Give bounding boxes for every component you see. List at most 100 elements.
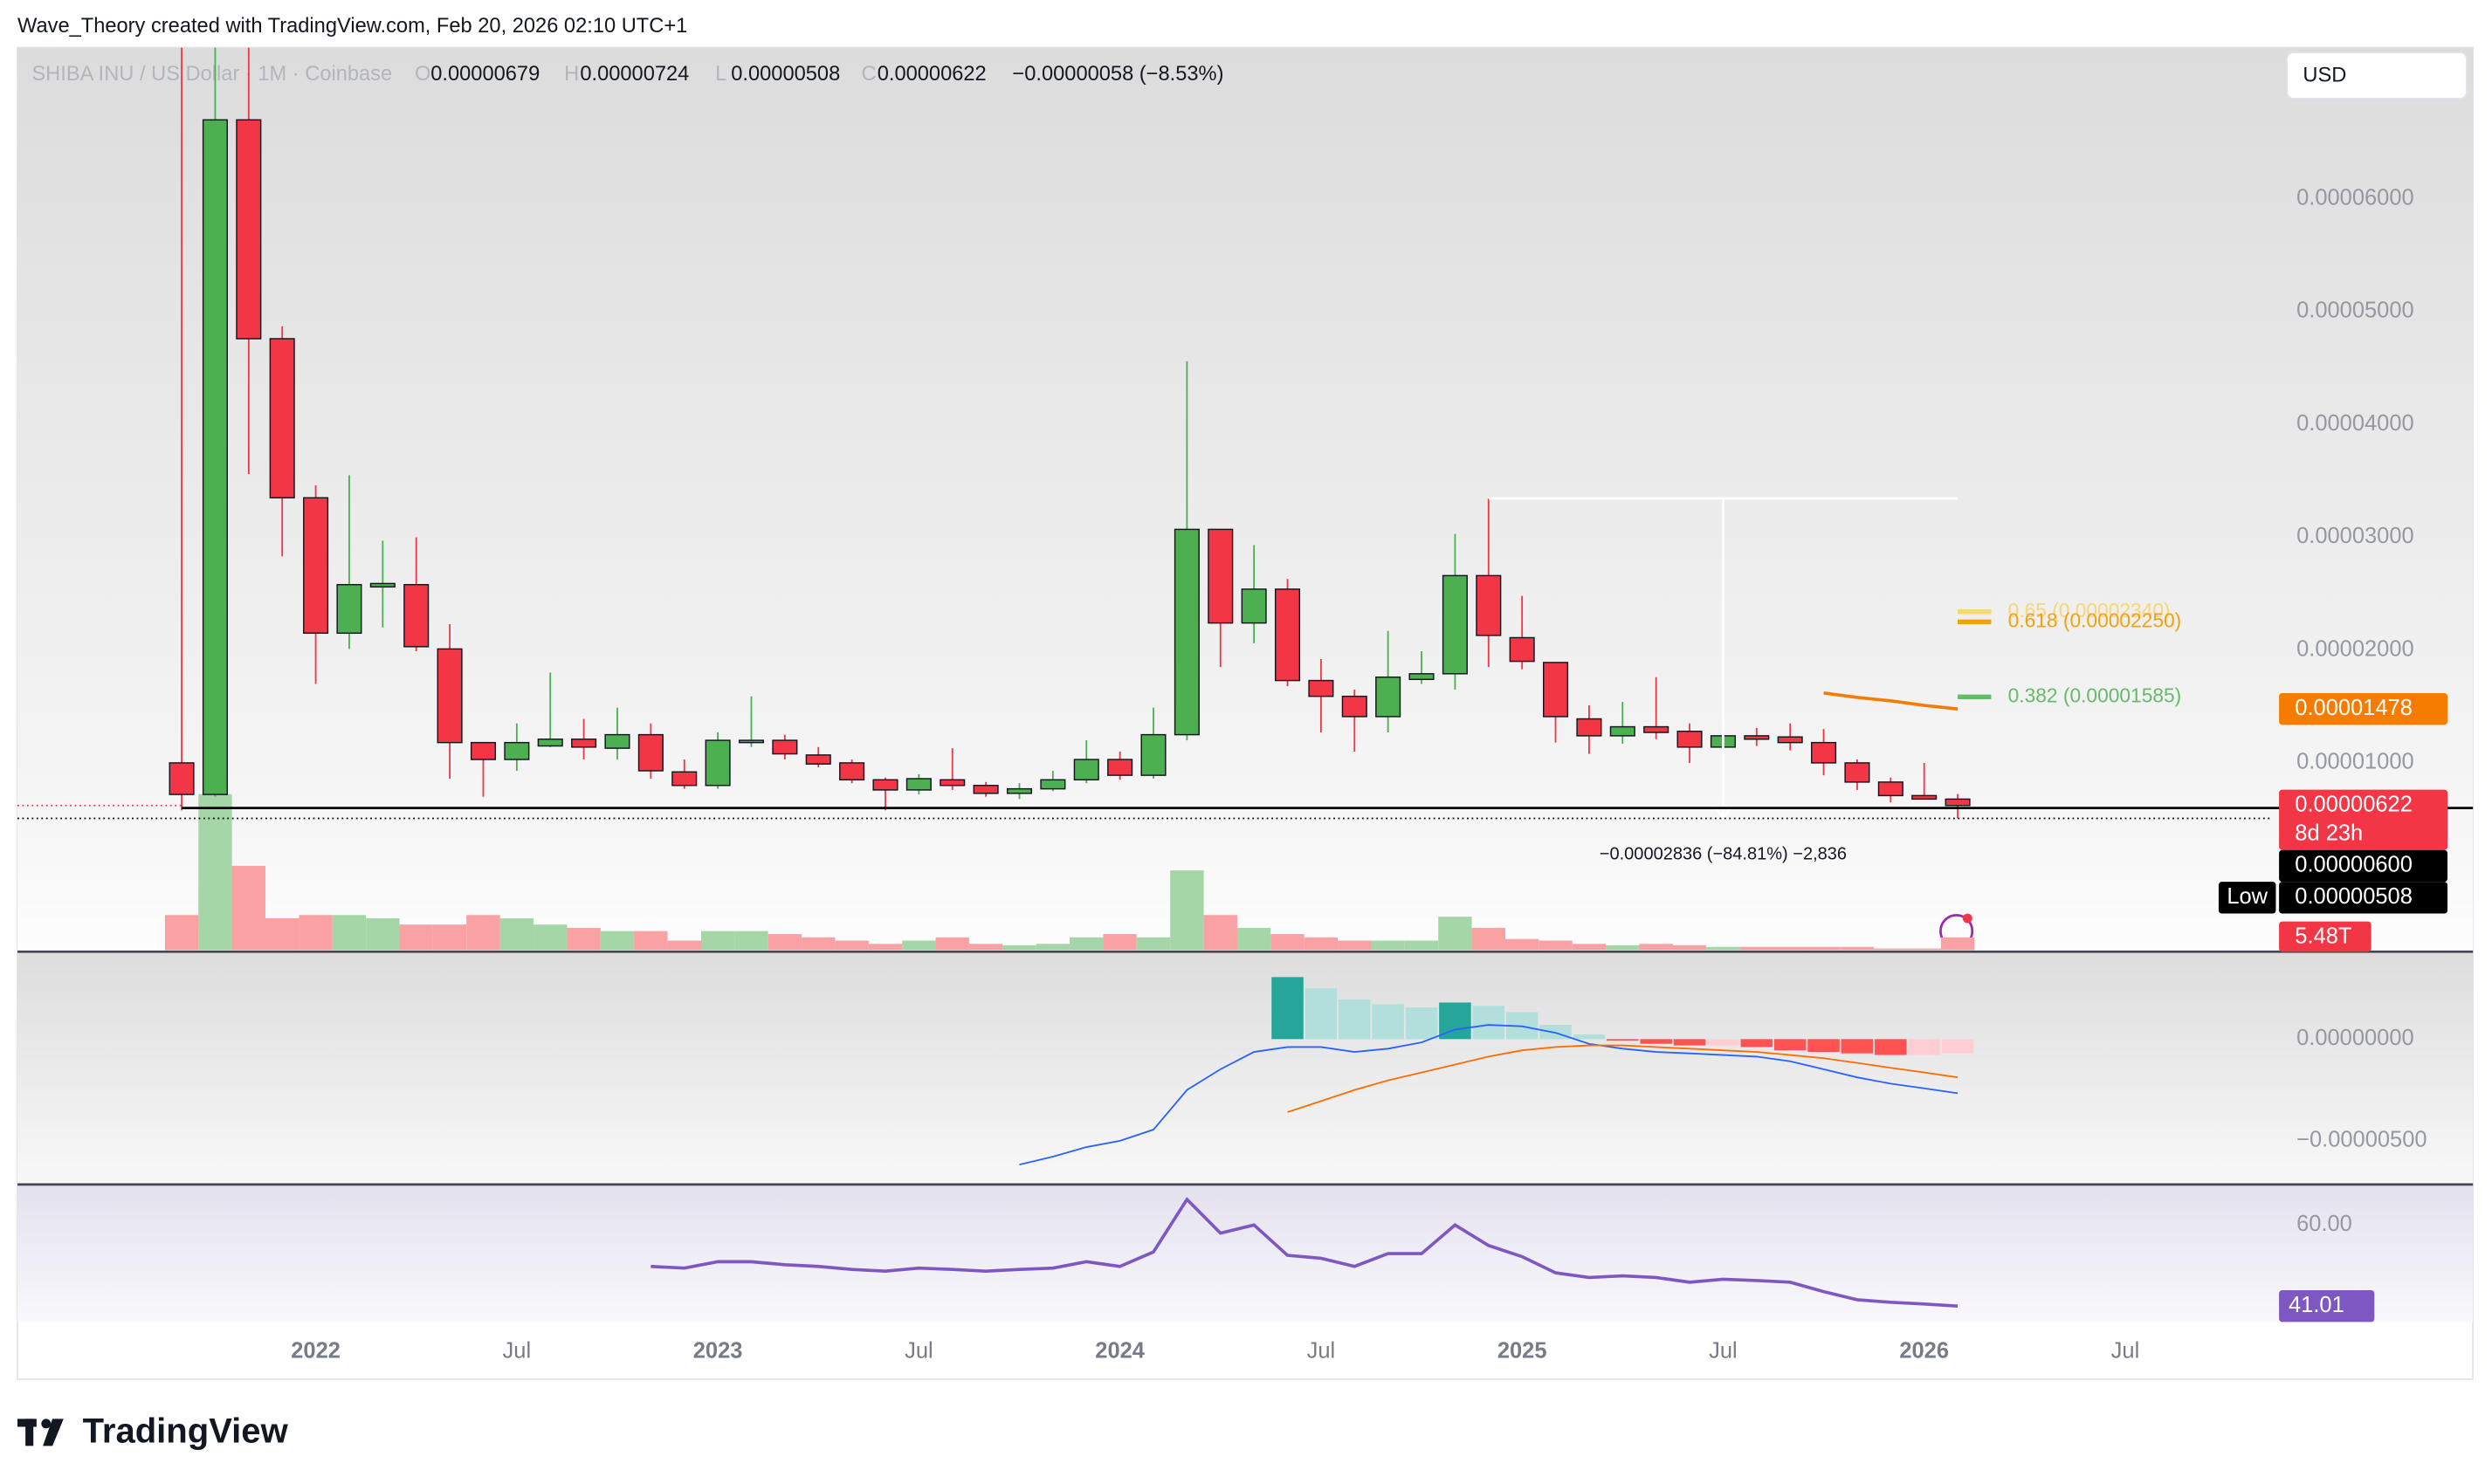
volume-bar — [1438, 917, 1472, 951]
volume-bar — [1606, 945, 1640, 951]
measure-label: −0.00002836 (−84.81%) −2,836 — [1600, 845, 1847, 864]
price-tag — [2279, 882, 2448, 914]
volume-bar — [868, 944, 903, 951]
candle-body — [905, 778, 932, 791]
volume-bar — [634, 931, 668, 951]
histogram-bar — [1405, 1007, 1438, 1040]
price-tag — [2279, 692, 2448, 725]
x-tick-label: Jul — [503, 1339, 532, 1364]
volume-bar — [1639, 944, 1673, 951]
x-tick-label: 2026 — [1899, 1339, 1949, 1364]
candle-body — [1877, 781, 1903, 797]
volume-bar — [299, 915, 333, 951]
candle-body — [940, 779, 966, 787]
candle-body — [1274, 588, 1301, 682]
candle-body — [1140, 733, 1167, 776]
legend-key: H — [564, 63, 579, 86]
candle-body — [470, 741, 497, 760]
volume-bar — [1338, 940, 1372, 951]
volume-bar — [968, 944, 1003, 951]
measure-arrow — [1714, 806, 1732, 821]
rsi-tag-label: 41.01 — [2289, 1293, 2344, 1317]
candle-body — [705, 739, 731, 787]
candle-body — [637, 733, 664, 772]
brand-logo: TradingView — [17, 1412, 289, 1450]
volume-bar — [432, 924, 467, 951]
candle-body — [738, 739, 765, 744]
volume-bar — [399, 924, 433, 951]
histogram-bar — [1339, 999, 1371, 1040]
volume-bar — [1203, 915, 1237, 951]
volume-bar — [164, 915, 199, 951]
volume-bar — [1807, 946, 1841, 951]
volume-bar — [1270, 934, 1305, 951]
plot-group — [651, 1197, 1958, 1309]
volume-bar — [700, 931, 735, 951]
histogram-bar — [1372, 1004, 1404, 1040]
candle-body — [1442, 574, 1468, 675]
legend-value: 0.00000724 — [580, 63, 689, 86]
candle-body — [1408, 673, 1435, 681]
volume-bar — [1002, 945, 1036, 951]
candle-body — [1911, 794, 1938, 800]
candle-body — [1643, 725, 1669, 733]
volume-bar — [600, 931, 635, 951]
volume-bar — [1236, 927, 1271, 951]
candle-body — [1040, 779, 1066, 790]
volume-bar — [366, 917, 400, 951]
currency-button[interactable] — [2286, 52, 2468, 100]
volume-bar — [1840, 946, 1875, 951]
x-tick-label: 2023 — [693, 1339, 743, 1364]
logo-shape — [41, 1419, 52, 1429]
rsi-tag — [2279, 1289, 2375, 1323]
rsi-line — [651, 1197, 1958, 1309]
candle-body — [973, 785, 999, 794]
x-tick-label: 2022 — [291, 1339, 341, 1364]
candle-body — [537, 739, 563, 747]
volume-bar — [1739, 946, 1773, 951]
volume-bar — [935, 937, 969, 951]
candle-body — [1341, 695, 1367, 718]
volume-bar — [1907, 948, 1941, 951]
candle-body — [772, 739, 798, 755]
histogram-bar — [1941, 1039, 1974, 1054]
volume-bar — [734, 931, 768, 951]
volume-bar — [1070, 937, 1104, 951]
candle-body — [1542, 662, 1569, 718]
histogram-bar — [1472, 1006, 1505, 1040]
volume-bar — [1940, 937, 1975, 951]
price-tag-label: 0.00000600 — [2295, 853, 2413, 877]
y-tick-label: −0.00000500 — [2296, 1128, 2427, 1152]
macd-line — [1019, 1024, 1958, 1165]
candle-body — [1576, 718, 1602, 737]
volume-bar — [198, 794, 232, 951]
volume-bar — [534, 924, 568, 951]
histogram-bar — [1807, 1039, 1840, 1053]
candle-body — [1375, 676, 1401, 718]
x-tick-label: Jul — [905, 1339, 933, 1364]
histogram-bar — [1271, 977, 1304, 1040]
macd-pane — [17, 953, 2474, 1184]
volume-bar — [1672, 945, 1707, 951]
candle-body — [1107, 759, 1133, 776]
volume-bar — [466, 915, 500, 951]
candle-body — [403, 584, 430, 648]
volume-bar — [802, 937, 836, 951]
price-tag-label: 0.00001478 — [2295, 696, 2413, 720]
volume-bar — [768, 934, 802, 951]
y-tick-label: 0.00000000 — [2296, 1026, 2414, 1050]
candle-body — [1676, 731, 1703, 748]
rsi-pane — [17, 1185, 2474, 1323]
legend-change: −0.00000058 (−8.53%) — [1012, 63, 1223, 86]
candle-body — [236, 119, 262, 340]
price-tag-label: 0.00000622 — [2295, 792, 2413, 816]
candle-body — [1744, 735, 1770, 740]
candle-body — [872, 779, 898, 791]
candle-body — [604, 733, 630, 749]
candle-body — [571, 739, 597, 748]
volume-bar — [902, 940, 936, 951]
volume-bar — [332, 915, 367, 951]
histogram-bar — [1773, 1039, 1807, 1051]
